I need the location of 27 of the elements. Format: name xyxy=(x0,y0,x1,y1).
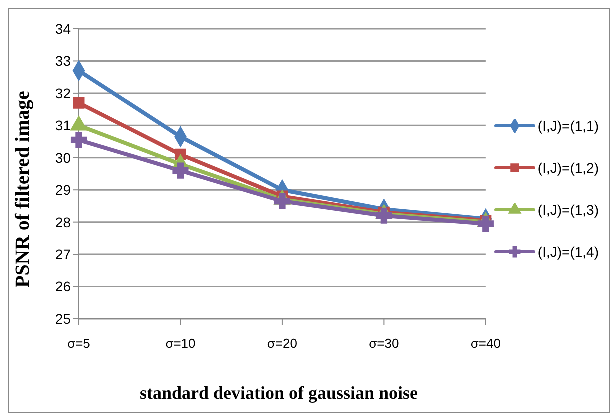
legend-label: (I,J)=(1,3) xyxy=(538,201,599,220)
point xyxy=(73,97,85,109)
y-tick-label: 33 xyxy=(55,53,72,70)
point xyxy=(70,132,88,148)
x-tick-label: σ=30 xyxy=(369,336,400,352)
legend-label: (I,J)=(1,2) xyxy=(538,159,599,178)
x-tick-label: σ=20 xyxy=(267,336,298,352)
x-tick-label: σ=5 xyxy=(68,336,90,352)
y-tick-label: 28 xyxy=(55,214,72,230)
y-tick-label: 29 xyxy=(55,182,72,198)
legend-label: (I,J)=(1,4) xyxy=(538,243,599,262)
point xyxy=(478,216,494,232)
x-axis-title: standard deviation of gaussian noise xyxy=(138,383,420,404)
y-tick-label: 31 xyxy=(55,118,72,134)
point xyxy=(376,208,392,224)
x-tick-label: σ=10 xyxy=(166,336,196,352)
y-tick-label: 32 xyxy=(55,85,72,102)
point xyxy=(172,162,189,179)
point xyxy=(274,193,290,210)
y-tick-label: 34 xyxy=(55,20,72,37)
y-axis-title: PSNR of filtered image xyxy=(12,90,34,288)
y-tick-label: 30 xyxy=(55,150,72,166)
y-tick-label: 26 xyxy=(55,278,72,295)
legend-label: (I,J)=(1,1) xyxy=(538,117,599,136)
y-tick-label: 27 xyxy=(55,246,72,263)
x-tick-label: σ=40 xyxy=(470,336,501,352)
y-tick-label: 25 xyxy=(55,310,72,327)
